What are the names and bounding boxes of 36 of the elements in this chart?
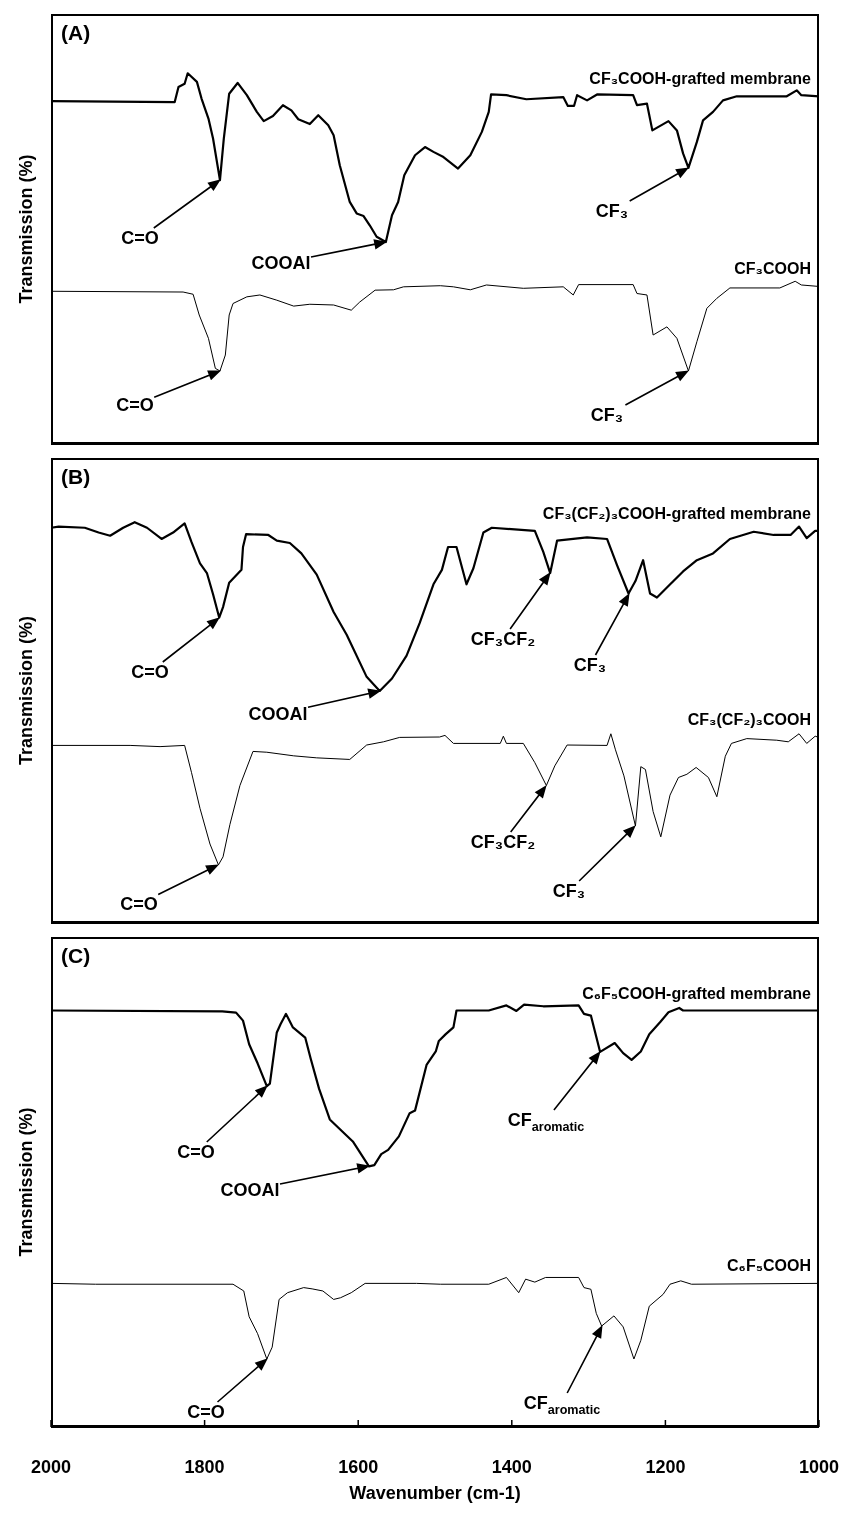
chart-title: (A) xyxy=(61,21,91,44)
x-tick-label: 1000 xyxy=(798,1456,840,1477)
y-axis-title: Transmission (%) xyxy=(16,1107,36,1257)
annotation: CF$_{aromatic}$ xyxy=(523,1393,601,1417)
annotation: C=O xyxy=(116,395,154,415)
x-tick-label: 1400 xyxy=(491,1456,532,1477)
annotation: COOAl xyxy=(248,704,308,724)
annotation: CF₃ xyxy=(595,201,629,221)
series-label: C₆F₅COOH-grafted membrane xyxy=(582,984,812,1002)
annotation: C=O xyxy=(187,1402,225,1422)
annotation: C=O xyxy=(121,228,159,248)
x-axis-title: Wavenumber (cm-1) xyxy=(349,1483,521,1503)
annotation: CF$_{aromatic}$ xyxy=(507,1110,585,1134)
annotation: C=O xyxy=(177,1142,215,1162)
annotation: CF₃ xyxy=(552,881,586,901)
y-axis-title: Transmission (%) xyxy=(16,615,36,766)
x-tick-label: 1200 xyxy=(645,1456,686,1477)
x-tick-label: 1800 xyxy=(184,1456,225,1477)
chart-title: (B) xyxy=(61,465,91,488)
series-label: CF₃COOH xyxy=(734,260,811,278)
annotation: CF₃ xyxy=(573,655,607,675)
chart-title: (C) xyxy=(61,944,91,967)
series-label: CF₃COOH-grafted membrane xyxy=(589,70,812,88)
annotation: CF₃CF₂ xyxy=(470,629,536,649)
x-tick-label: 2000 xyxy=(30,1456,72,1477)
x-tick-label: 1600 xyxy=(338,1456,379,1477)
annotation: CF₃CF₂ xyxy=(470,832,536,852)
series-label: C₆F₅COOH xyxy=(727,1257,811,1275)
annotation: COOAl xyxy=(220,1180,280,1200)
annotation: C=O xyxy=(131,662,169,682)
annotation: C=O xyxy=(120,894,158,914)
y-axis-title: Transmission (%) xyxy=(16,154,36,304)
annotation: CF₃ xyxy=(590,405,624,425)
series-label: CF₃(CF₂)₃COOH xyxy=(687,711,811,729)
series-label: CF₃(CF₂)₃COOH-grafted membrane xyxy=(542,504,812,522)
annotation: COOAl xyxy=(251,253,311,273)
